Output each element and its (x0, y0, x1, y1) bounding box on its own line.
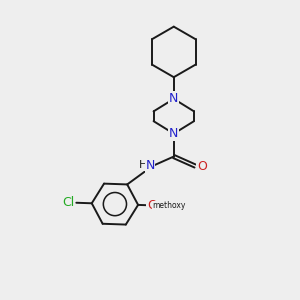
Text: N: N (145, 159, 155, 172)
Text: N: N (169, 127, 178, 140)
Text: Cl: Cl (62, 196, 74, 209)
Text: N: N (169, 92, 178, 105)
Text: methoxy: methoxy (152, 202, 186, 211)
Text: O: O (147, 199, 157, 212)
Text: O: O (197, 160, 207, 172)
Text: H: H (139, 160, 147, 170)
